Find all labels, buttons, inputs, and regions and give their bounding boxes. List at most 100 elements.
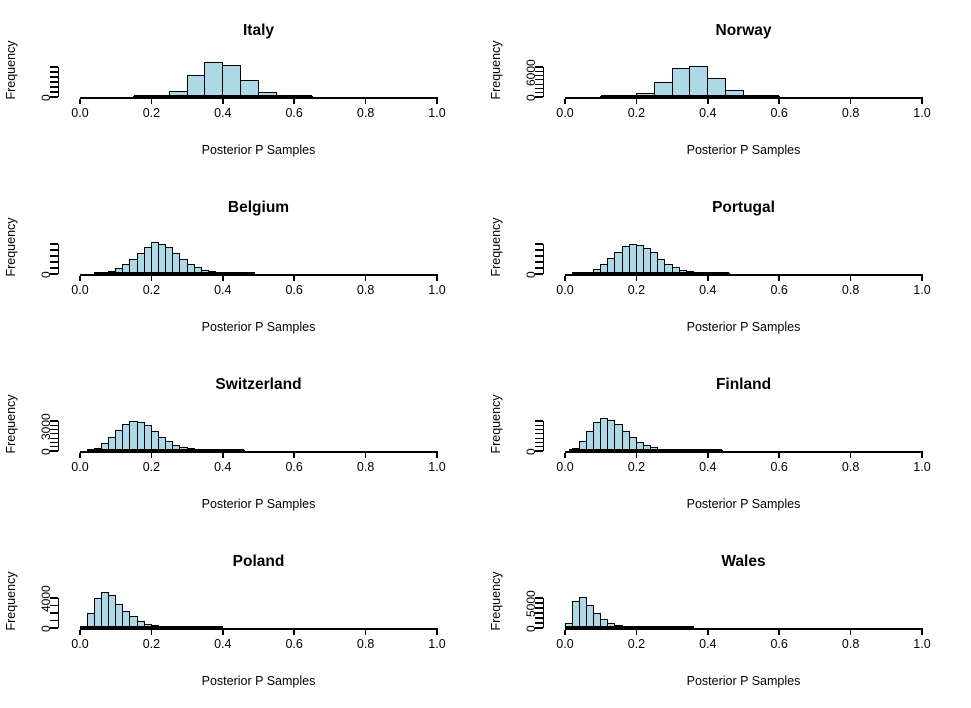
x-axis-label: Posterior P Samples — [686, 497, 801, 511]
y-axis-label: Frequency — [489, 571, 503, 631]
y-tick-label: 6000 — [524, 58, 538, 86]
y-tick — [535, 87, 543, 90]
y-tick-label: 5000 — [524, 590, 538, 618]
chart-title: Finland — [715, 376, 772, 393]
y-tick — [535, 622, 543, 624]
y-tick-label: 0 — [524, 93, 538, 101]
tail-strip — [94, 272, 255, 275]
subplot-poland: Poland Frequency 0.0 0.2 0.4 0.6 0.8 1.0 Posteri… — [0, 531, 485, 708]
subplot-portugal: Portugal Frequency 0.0 0.2 0.4 0.6 0.8 1.0 Poste… — [485, 177, 971, 354]
x-tick-label: 0.4 — [214, 106, 232, 120]
x-tick — [293, 452, 295, 458]
x-tick-label: 0.6 — [770, 283, 788, 297]
y-tick — [50, 86, 58, 88]
y-tick — [50, 433, 58, 435]
x-tick-label: 0.2 — [627, 460, 646, 474]
x-tick — [921, 452, 923, 458]
y-tick-label: 4000 — [39, 585, 53, 613]
x-tick — [778, 98, 780, 104]
x-axis-line — [564, 274, 923, 276]
y-axis-label: Frequency — [489, 217, 503, 277]
x-tick — [921, 629, 923, 635]
y-tick-label: 0 — [39, 270, 53, 278]
x-tick — [222, 275, 224, 281]
y-tick — [50, 446, 58, 448]
x-axis-label: Posterior P Samples — [686, 320, 801, 334]
y-tick — [50, 619, 58, 622]
x-tick-label: 1.0 — [913, 283, 931, 297]
y-tick — [535, 428, 543, 431]
x-tick — [635, 98, 638, 104]
y-tick — [50, 261, 58, 263]
y-tick — [50, 76, 58, 78]
y-axis-label: Frequency — [4, 394, 18, 454]
x-tick — [79, 275, 81, 281]
x-tick-label: 0.8 — [841, 637, 860, 651]
x-tick-label: 0.0 — [71, 106, 89, 120]
x-tick — [635, 452, 638, 458]
y-axis-ticks — [543, 67, 545, 97]
y-tick — [535, 627, 543, 629]
x-tick-label: 0.2 — [627, 106, 646, 120]
chart-title: Wales — [721, 553, 766, 570]
chart-title: Poland — [232, 553, 285, 570]
x-tick — [778, 629, 780, 635]
x-tick-label: 1.0 — [428, 283, 446, 297]
x-tick — [150, 629, 153, 635]
x-tick-label: 0.0 — [71, 460, 89, 474]
x-axis-line — [79, 97, 438, 99]
y-tick — [535, 243, 543, 245]
y-tick — [50, 66, 58, 68]
y-tick — [535, 70, 543, 72]
x-tick-label: 0.6 — [285, 637, 303, 651]
x-tick — [849, 629, 852, 635]
y-tick — [50, 91, 58, 93]
tail-strip — [565, 626, 694, 629]
x-tick — [921, 275, 923, 281]
x-tick-label: 0.8 — [356, 637, 375, 651]
y-tick — [535, 83, 543, 85]
x-tick — [778, 275, 780, 281]
y-tick — [50, 597, 58, 599]
x-axis-line — [79, 628, 438, 630]
x-axis-line — [79, 451, 438, 453]
y-tick — [535, 607, 543, 609]
y-axis-label: Frequency — [4, 40, 18, 100]
subplot-belgium: Belgium Frequency 0.0 0.2 0.4 0.6 0.8 1.0 Poster… — [0, 177, 485, 354]
x-axis-label: Posterior P Samples — [201, 674, 316, 688]
x-tick-label: 0.6 — [285, 106, 303, 120]
x-tick — [849, 98, 852, 104]
tail-strip — [572, 272, 730, 275]
y-tick — [535, 261, 543, 263]
subplot-wales: Wales Frequency 0.0 0.2 0.4 0.6 0.8 1.0 Posterio… — [485, 531, 971, 708]
y-tick — [535, 446, 543, 448]
x-tick — [222, 452, 224, 458]
y-tick — [535, 79, 543, 81]
x-tick-label: 0.2 — [142, 460, 161, 474]
y-tick — [535, 597, 543, 599]
x-tick-label: 0.6 — [770, 106, 788, 120]
x-tick-label: 1.0 — [913, 460, 931, 474]
y-tick — [535, 249, 543, 251]
y-axis-ticks — [58, 244, 60, 274]
x-tick — [635, 275, 638, 281]
tail-strip — [80, 626, 223, 629]
x-tick — [707, 98, 709, 104]
x-tick — [436, 452, 438, 458]
x-axis-label: Posterior P Samples — [201, 143, 316, 157]
y-tick-label: 0 — [524, 447, 538, 455]
x-tick-label: 0.6 — [770, 637, 788, 651]
y-tick — [50, 71, 58, 73]
y-tick — [50, 450, 58, 452]
y-tick — [50, 81, 58, 83]
x-tick — [436, 98, 438, 104]
subplot-italy: Italy Frequency 0.0 0.2 0.4 0.6 0.8 1.0 Posterio… — [0, 0, 485, 177]
histogram-bar — [186, 75, 206, 97]
y-tick — [535, 424, 543, 426]
x-axis-label: Posterior P Samples — [201, 320, 316, 334]
chart-title: Belgium — [227, 199, 290, 216]
y-tick — [50, 420, 58, 422]
subplot-norway: Norway Frequency 0.0 0.2 0.4 0.6 0.8 1.0 Posteri… — [485, 0, 971, 177]
x-tick-label: 0.6 — [285, 283, 303, 297]
